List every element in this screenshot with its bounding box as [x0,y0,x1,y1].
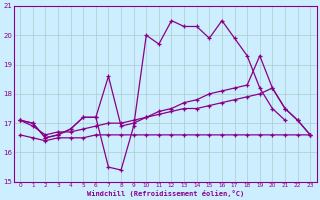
X-axis label: Windchill (Refroidissement éolien,°C): Windchill (Refroidissement éolien,°C) [87,190,244,197]
